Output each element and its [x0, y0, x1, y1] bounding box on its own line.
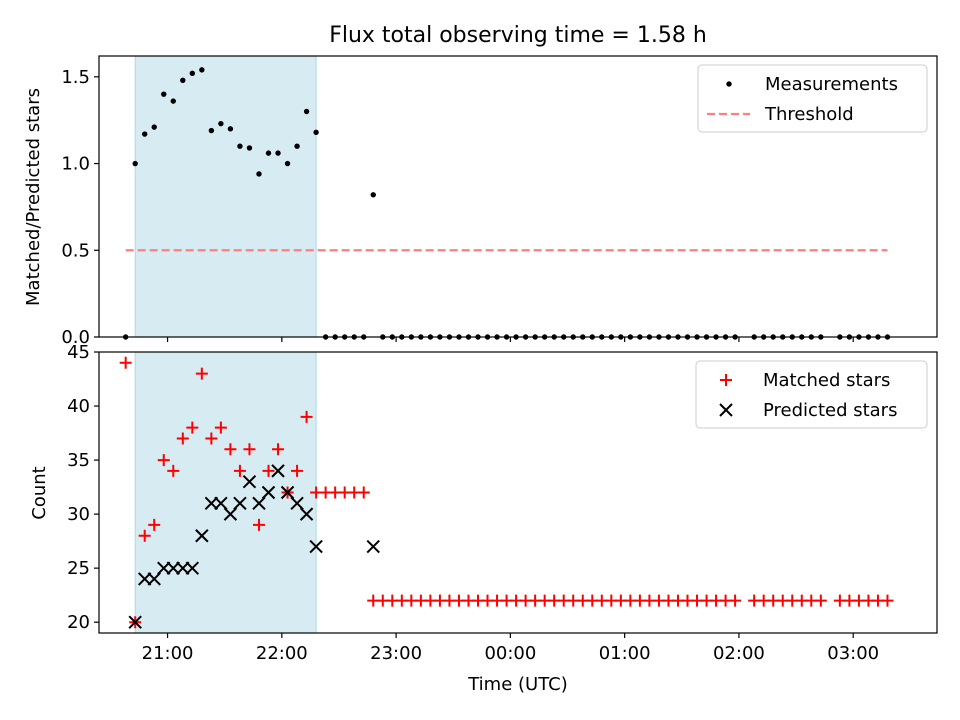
- measurement-point: [161, 91, 166, 96]
- x-tick-label: 00:00: [484, 643, 536, 664]
- y-tick-label: 25: [67, 558, 90, 579]
- measurement-point: [294, 143, 299, 148]
- measurement-point: [275, 150, 280, 155]
- measurement-point: [247, 145, 252, 150]
- legend-predicted-label: Predicted stars: [763, 400, 897, 421]
- legend-matched-label: Matched stars: [763, 370, 890, 391]
- figure: Flux total observing time = 1.58 h 0.00.…: [0, 0, 960, 720]
- measurement-point: [142, 131, 147, 136]
- measurement-point: [180, 78, 185, 83]
- x-tick-label: 21:00: [142, 643, 194, 664]
- measurement-point: [237, 143, 242, 148]
- measurement-point: [228, 126, 233, 131]
- y-tick-label: 30: [67, 504, 90, 525]
- y-tick-label: 1.5: [61, 67, 90, 88]
- x-tick-label: 01:00: [599, 643, 651, 664]
- top-legend: Measurements Threshold: [698, 65, 927, 132]
- top-y-axis-label: Matched/Predicted stars: [23, 88, 44, 306]
- y-tick-label: 1.0: [61, 154, 90, 175]
- legend-measurements-swatch: [726, 81, 731, 86]
- measurement-point: [371, 192, 376, 197]
- legend-measurements-label: Measurements: [765, 74, 898, 95]
- measurement-point: [218, 121, 223, 126]
- measurement-point: [256, 171, 261, 176]
- measurement-point: [132, 161, 137, 166]
- measurement-point: [209, 128, 214, 133]
- bottom-legend: Matched stars Predicted stars: [696, 361, 927, 428]
- x-axis-label: Time (UTC): [467, 674, 568, 695]
- measurement-point: [285, 161, 290, 166]
- y-tick-label: 45: [67, 342, 90, 363]
- x-tick-label: 03:00: [827, 643, 879, 664]
- figure-title: Flux total observing time = 1.58 h: [329, 23, 707, 48]
- x-tick-label: 23:00: [370, 643, 422, 664]
- y-tick-label: 0.5: [61, 240, 90, 261]
- x-tick-label: 02:00: [713, 643, 765, 664]
- measurement-point: [152, 124, 157, 129]
- y-tick-label: 20: [67, 612, 90, 633]
- measurement-point: [199, 67, 204, 72]
- measurement-point: [190, 71, 195, 76]
- measurement-point: [304, 109, 309, 114]
- legend-threshold-label: Threshold: [764, 104, 854, 125]
- top-shaded-interval: [135, 56, 316, 337]
- measurement-point: [171, 98, 176, 103]
- bottom-y-axis-label: Count: [29, 466, 50, 519]
- y-tick-label: 35: [67, 450, 90, 471]
- measurement-point: [313, 130, 318, 135]
- x-tick-label: 22:00: [256, 643, 308, 664]
- y-tick-label: 40: [67, 396, 90, 417]
- measurement-point: [266, 150, 271, 155]
